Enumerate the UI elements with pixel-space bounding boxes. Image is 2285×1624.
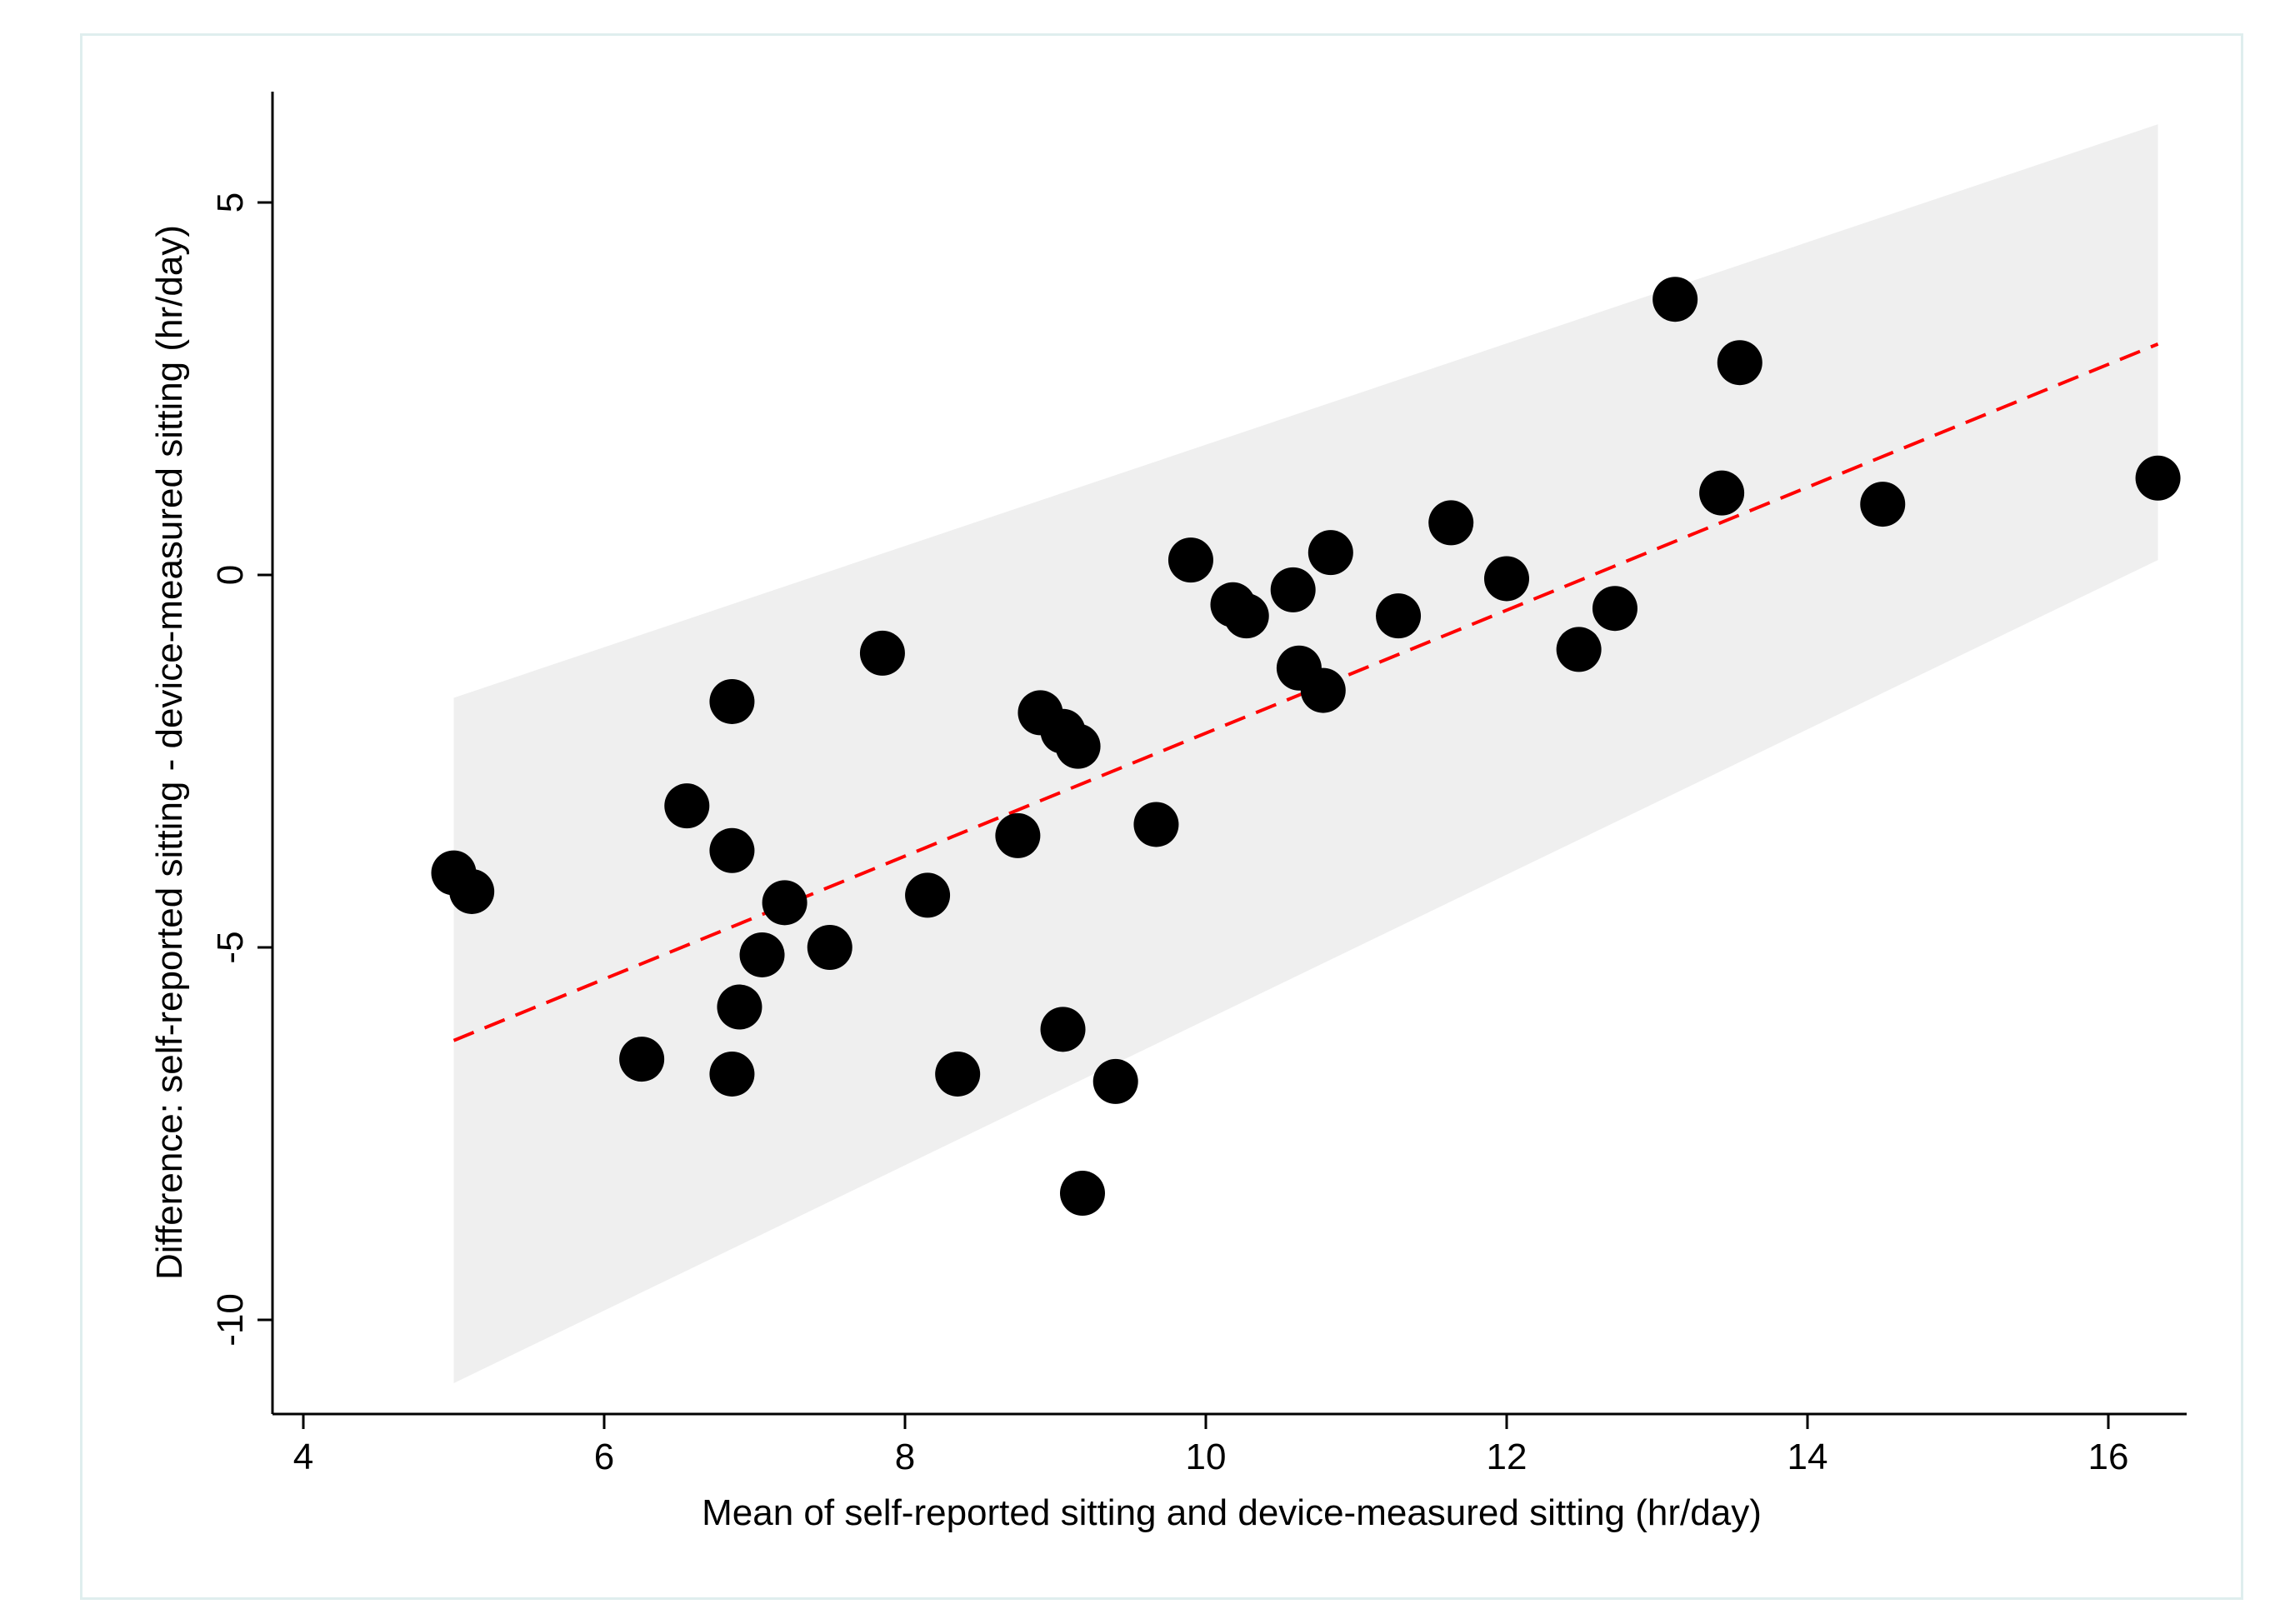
data-point [1270,567,1316,612]
data-point [1300,667,1346,713]
prediction-band [453,124,2158,1383]
data-point [1699,470,1745,516]
data-point [1556,627,1602,672]
data-point [1168,537,1213,583]
data-point [1484,556,1529,602]
data-point [1308,530,1353,576]
data-point [449,868,495,914]
y-tick-label: 5 [210,192,251,212]
y-tick-label: -10 [210,1293,251,1347]
x-tick-label: 12 [1487,1437,1528,1477]
data-point [762,880,808,926]
data-point [1092,1058,1138,1104]
data-point [859,630,905,676]
data-point [709,827,755,873]
x-axis-title: Mean of self-reported sitting and device… [702,1492,1762,1533]
data-point [1223,593,1269,639]
data-point [1133,802,1179,847]
y-tick-label: -5 [210,931,251,963]
data-point [1055,723,1101,769]
y-axis-title: Difference: self-reported sitting - devi… [149,225,190,1280]
data-point [709,678,755,724]
data-point [995,812,1041,858]
data-point [905,872,951,918]
x-tick-label: 16 [2088,1437,2129,1477]
x-tick-label: 4 [293,1437,313,1477]
data-point [1652,277,1698,322]
data-point [807,925,852,970]
data-point [1428,500,1474,546]
data-point [1860,482,1906,527]
data-point [664,783,710,829]
data-point [1059,1171,1105,1217]
data-point [709,1051,755,1097]
data-point [717,984,762,1030]
data-point [2135,455,2181,501]
data-point [739,932,785,977]
data-point [1376,593,1422,639]
y-tick-label: 0 [210,565,251,585]
data-point [1592,586,1638,632]
data-point [619,1037,665,1082]
data-point [935,1051,981,1097]
data-point [1040,1007,1086,1052]
x-tick-label: 8 [895,1437,915,1477]
data-point [1717,340,1762,386]
x-tick-label: 10 [1186,1437,1227,1477]
x-tick-label: 14 [1788,1437,1828,1477]
x-tick-label: 6 [594,1437,614,1477]
